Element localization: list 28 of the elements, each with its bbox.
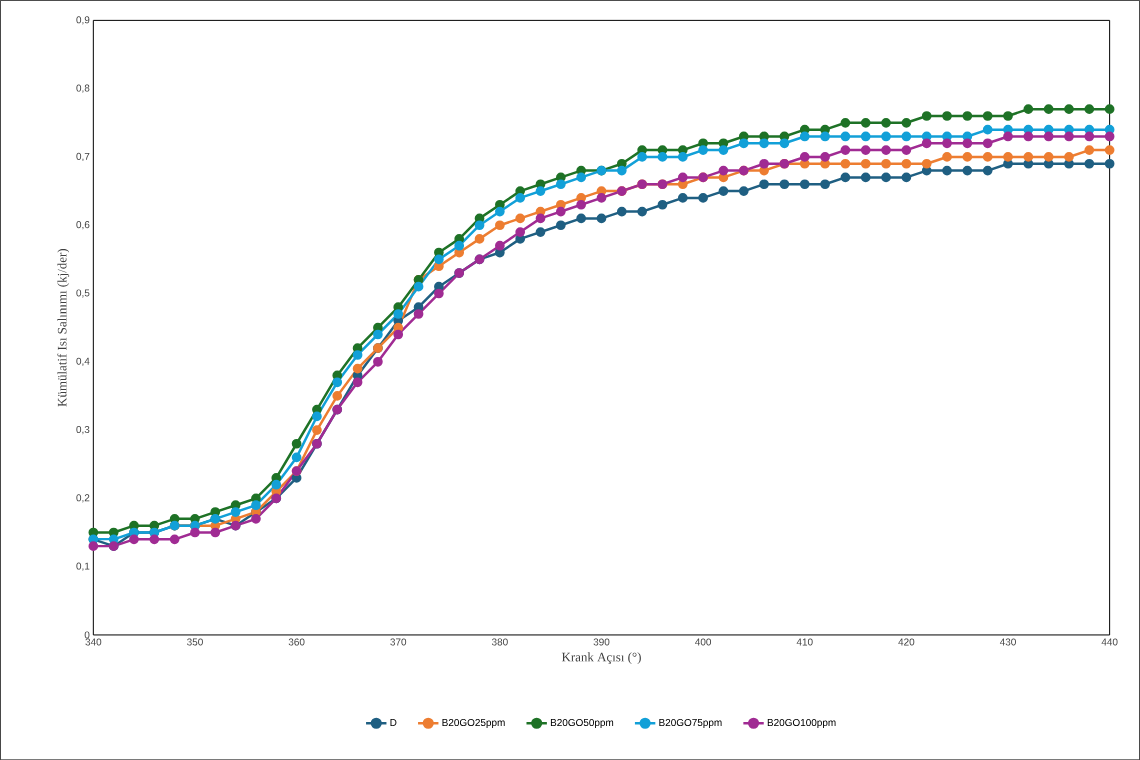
y-tick-label: 0,9 [76, 16, 90, 25]
y-axis-title: Kümülatif Isı Salınımı (kj/der) [57, 248, 70, 407]
x-tick-label: 350 [187, 638, 203, 646]
y-tick-label: 0,1 [76, 562, 90, 571]
x-tick-label: 340 [85, 638, 102, 646]
y-tick-label: 0,6 [76, 221, 90, 230]
legend-label: D [390, 718, 397, 726]
legend-label: B20GO25ppm [442, 718, 505, 728]
y-tick-label: 0,2 [76, 494, 90, 503]
x-tick-label: 440 [1101, 638, 1118, 646]
x-tick-label: 400 [695, 638, 712, 646]
x-tick-label: 420 [898, 638, 915, 646]
legend-label: B20GO100ppm [767, 718, 836, 728]
y-tick-label: 0,7 [76, 152, 90, 161]
y-tick-label: 0,3 [76, 425, 90, 435]
x-tick-label: 360 [288, 638, 305, 646]
legend-label: B20GO75ppm [659, 718, 722, 728]
legend-label: B20GO50ppm [550, 718, 614, 728]
y-tick-label: 0,5 [76, 289, 90, 298]
x-tick-label: 390 [593, 638, 610, 646]
x-tick-label: 380 [491, 638, 508, 646]
x-tick-label: 370 [390, 638, 407, 646]
x-tick-label: 430 [999, 638, 1016, 646]
y-tick-label: 0 [84, 631, 90, 639]
y-tick-label: 0,4 [76, 357, 90, 366]
x-tick-label: 410 [796, 638, 813, 646]
y-tick-label: 0,8 [76, 84, 90, 93]
x-axis-title: Krank Açısı (°) [561, 652, 641, 664]
